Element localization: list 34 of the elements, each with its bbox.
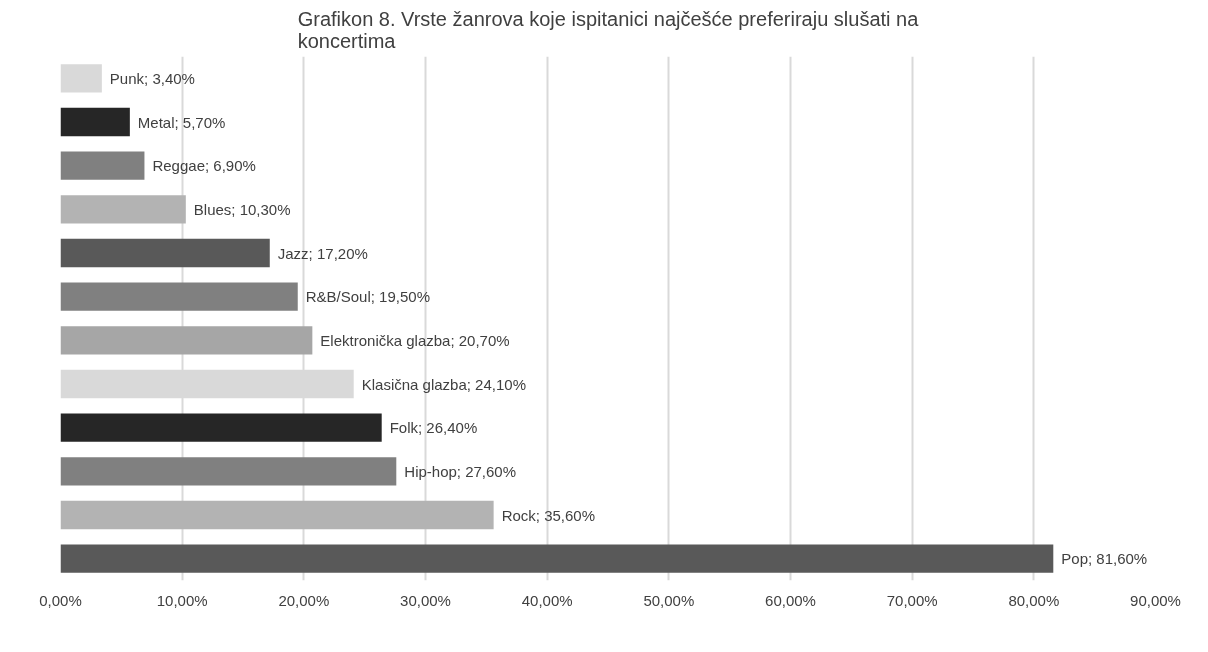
x-tick-label: 90,00% (1130, 591, 1181, 609)
x-tick-label: 10,00% (156, 591, 208, 609)
bar (60, 500, 494, 530)
bar (60, 457, 397, 486)
x-tick-label: 40,00% (521, 591, 573, 609)
data-label: Blues; 10,30% (193, 200, 291, 218)
data-label: Reggae; 6,90% (152, 157, 256, 175)
bar (60, 195, 186, 224)
x-tick-label: 50,00% (643, 591, 695, 609)
x-tick-label: 60,00% (765, 591, 816, 609)
bar (60, 413, 382, 442)
data-label: Klasična glazba; 24,10% (361, 375, 526, 393)
data-label: Folk; 26,40% (389, 419, 478, 437)
bar (60, 64, 102, 93)
data-label: Pop; 81,60% (1061, 550, 1148, 568)
bar (60, 544, 1054, 573)
x-tick-label: 80,00% (1008, 591, 1060, 609)
data-label: R&B/Soul; 19,50% (305, 288, 430, 306)
data-label: Metal; 5,70% (137, 113, 226, 131)
chart-title: Grafikon 8. Vrste žanrova koje ispitanici najčešće preferiraju slušati na koncertima (297, 7, 920, 52)
x-tick-label: 70,00% (886, 591, 938, 609)
bar (60, 326, 313, 355)
bar (60, 238, 270, 268)
data-label: Rock; 35,60% (501, 506, 596, 524)
data-label: Punk; 3,40% (109, 69, 195, 87)
bar (60, 282, 298, 311)
x-tick-label: 30,00% (400, 591, 451, 609)
bar (60, 107, 130, 137)
data-label: Elektronička glazba; 20,70% (320, 331, 510, 349)
data-label: Jazz; 17,20% (277, 244, 368, 262)
x-tick-label: 0,00% (39, 591, 82, 609)
bar (60, 151, 145, 180)
x-tick-label: 20,00% (278, 591, 330, 609)
data-label: Hip-hop; 27,60% (404, 462, 517, 480)
